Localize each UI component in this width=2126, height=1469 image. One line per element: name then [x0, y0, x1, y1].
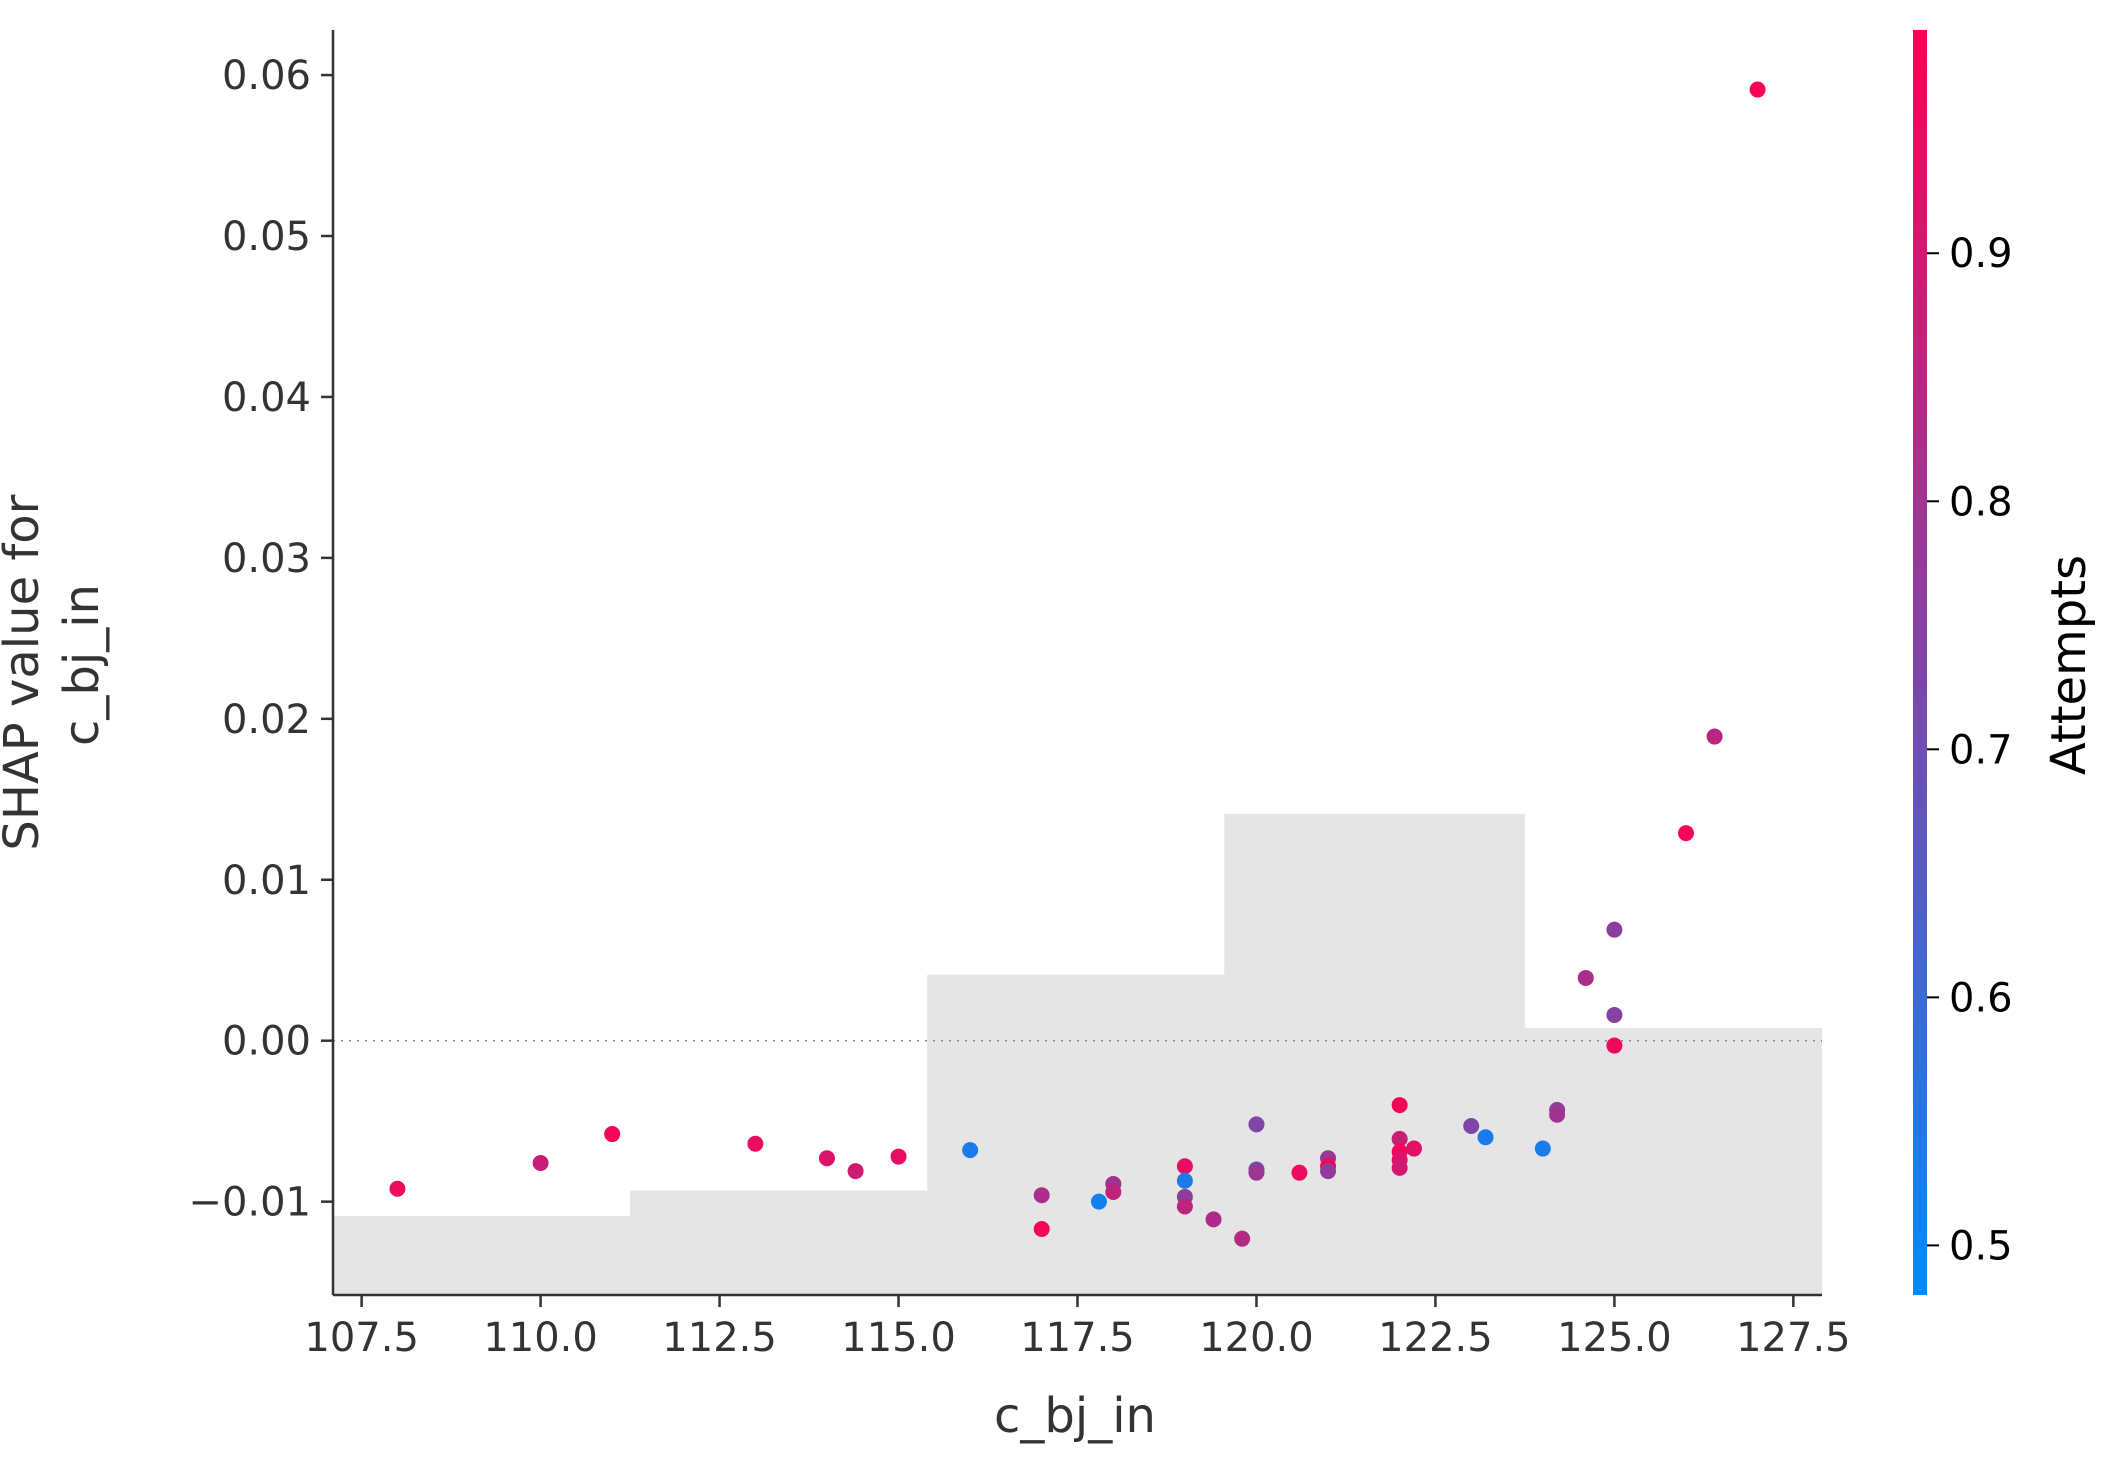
- colorbar: 0.5 0.6 0.7 0.8 0.9 Attempts: [1913, 30, 2097, 1295]
- colorbar-tick-label: 0.5: [1949, 1223, 2013, 1269]
- data-point-42: [1677, 825, 1694, 842]
- x-tick-label: 117.5: [1020, 1315, 1135, 1361]
- y-axis-title-line-2: c_bj_in: [54, 584, 110, 746]
- data-point-31: [1391, 1159, 1408, 1176]
- data-point-27: [1391, 1097, 1408, 1114]
- y-tick-label: −0.01: [188, 1180, 311, 1226]
- data-point-32: [1405, 1140, 1422, 1157]
- data-point-14: [1176, 1158, 1193, 1175]
- colorbar-ticks: 0.5 0.6 0.7 0.8 0.9: [1927, 231, 2013, 1269]
- data-point-1: [389, 1180, 406, 1197]
- y-tick-label: 0.02: [222, 697, 311, 743]
- data-point-6: [847, 1163, 864, 1180]
- colorbar-tick-label: 0.9: [1949, 231, 2013, 277]
- data-point-17: [1176, 1198, 1193, 1215]
- x-tick-label: 122.5: [1378, 1315, 1493, 1361]
- data-point-44: [1749, 81, 1766, 98]
- data-point-3: [604, 1126, 621, 1143]
- data-point-23: [1291, 1164, 1308, 1181]
- data-point-37: [1549, 1106, 1566, 1123]
- data-point-7: [890, 1148, 907, 1165]
- x-axis-title: c_bj_in: [994, 1388, 1156, 1444]
- x-axis-ticks: 107.5 110.0 112.5 115.0 117.5 120.0 122.5 125.0…: [304, 1295, 1851, 1361]
- x-tick-label: 120.0: [1199, 1315, 1314, 1361]
- data-point-11: [1090, 1193, 1107, 1210]
- colorbar-tick-label: 0.6: [1949, 975, 2013, 1021]
- data-point-39: [1606, 921, 1623, 938]
- data-point-15: [1176, 1172, 1193, 1189]
- data-point-20: [1248, 1116, 1265, 1133]
- histogram-bar-4: [1224, 813, 1525, 1295]
- data-point-28: [1391, 1130, 1408, 1147]
- data-point-8: [962, 1142, 979, 1159]
- colorbar-gradient: [1913, 30, 1927, 1295]
- colorbar-tick-label: 0.8: [1949, 479, 2013, 525]
- data-point-5: [818, 1150, 835, 1167]
- data-point-38: [1577, 969, 1594, 986]
- y-tick-label: 0.00: [222, 1019, 311, 1065]
- x-tick-label: 110.0: [483, 1315, 598, 1361]
- x-tick-label: 127.5: [1736, 1315, 1851, 1361]
- y-axis-ticks: −0.01 0.00 0.01 0.02 0.03 0.04 0.05 0.06: [188, 53, 333, 1226]
- data-point-40: [1606, 1006, 1623, 1023]
- y-tick-label: 0.03: [222, 536, 311, 582]
- data-point-9: [1033, 1187, 1050, 1204]
- data-point-35: [1534, 1140, 1551, 1157]
- data-point-13: [1105, 1183, 1122, 1200]
- colorbar-tick-label: 0.7: [1949, 727, 2013, 773]
- y-axis-title-line-1: SHAP value for: [0, 494, 50, 850]
- data-point-10: [1033, 1221, 1050, 1238]
- histogram-bar-2: [630, 1190, 928, 1295]
- background-histogram: [333, 813, 1822, 1295]
- data-point-33: [1463, 1118, 1480, 1135]
- y-axis-title: SHAP value for c_bj_in: [0, 479, 110, 850]
- data-point-34: [1477, 1129, 1494, 1146]
- plot-area: [333, 81, 1822, 1295]
- histogram-bar-5: [1524, 1027, 1822, 1295]
- scatter-points: [389, 81, 1766, 1247]
- data-point-18: [1205, 1211, 1222, 1228]
- colorbar-title: Attempts: [2041, 555, 2097, 775]
- x-tick-label: 125.0: [1557, 1315, 1672, 1361]
- x-tick-label: 115.0: [841, 1315, 956, 1361]
- y-tick-label: 0.05: [222, 214, 311, 260]
- data-point-4: [747, 1135, 764, 1152]
- x-tick-label: 107.5: [304, 1315, 419, 1361]
- axes: 107.5 110.0 112.5 115.0 117.5 120.0 122.5 125.0…: [188, 30, 1851, 1361]
- data-point-41: [1606, 1037, 1623, 1054]
- data-point-22: [1248, 1164, 1265, 1181]
- data-point-19: [1234, 1230, 1251, 1247]
- y-tick-label: 0.01: [222, 858, 311, 904]
- histogram-bar-1: [333, 1216, 631, 1295]
- data-point-2: [532, 1155, 549, 1172]
- y-tick-label: 0.06: [222, 53, 311, 99]
- histogram-bar-3: [927, 974, 1225, 1295]
- data-point-43: [1706, 728, 1723, 745]
- x-tick-label: 112.5: [662, 1315, 777, 1361]
- y-tick-label: 0.04: [222, 375, 311, 421]
- data-point-26: [1320, 1163, 1337, 1180]
